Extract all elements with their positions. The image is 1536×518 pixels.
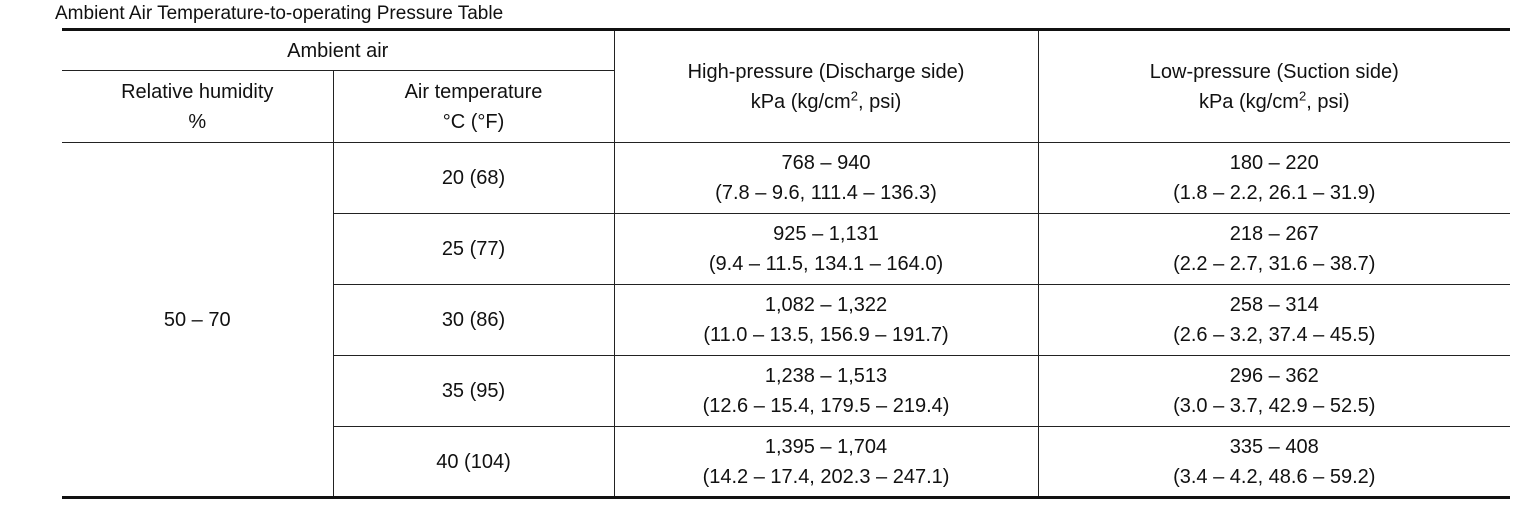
high-pressure-unit-suffix: , psi) — [857, 90, 902, 113]
high-pressure-unit-sup: 2 — [850, 87, 858, 103]
low-pressure-header: Low-pressure (Suction side) kPa (kg/cm2,… — [1037, 28, 1511, 143]
high-pressure-kpa: 768 – 940 — [781, 152, 871, 174]
high-pressure-other: (9.4 – 11.5, 134.1 – 164.0) — [708, 253, 944, 275]
high-pressure-other: (7.8 – 9.6, 111.4 – 136.3) — [715, 182, 937, 204]
relative-humidity-header: Relative humidity % — [62, 70, 334, 143]
air-temperature-header: Air temperature °C (°F) — [332, 70, 614, 143]
low-pressure-label: Low-pressure (Suction side) — [1149, 60, 1399, 83]
high-pressure-unit: kPa (kg/cm2, psi) — [615, 87, 1038, 117]
low-pressure-other: (3.4 – 4.2, 48.6 – 59.2) — [1173, 465, 1376, 488]
high-pressure-cell: 1,238 – 1,513 (12.6 – 15.4, 179.5 – 219.… — [613, 355, 1039, 427]
high-pressure-cell: 768 – 940 (7.8 – 9.6, 111.4 – 136.3) — [613, 142, 1039, 214]
high-pressure-kpa: 1,238 – 1,513 — [764, 365, 888, 387]
table-row: 30 (86) 1,082 – 1,322 (11.0 – 13.5, 156.… — [62, 284, 1510, 356]
table-row: 40 (104) 1,395 – 1,704 (14.2 – 17.4, 202… — [62, 426, 1510, 499]
table-title: Ambient Air Temperature-to-operating Pre… — [55, 3, 504, 24]
low-pressure-other: (2.6 – 3.2, 37.4 – 45.5) — [1173, 324, 1376, 346]
high-pressure-label: High-pressure (Discharge side) — [687, 60, 965, 83]
pressure-table: Ambient air High-pressure (Discharge sid… — [62, 28, 1510, 499]
header-row-sub: Relative humidity % Air temperature °C (… — [62, 70, 1510, 143]
table-row: 25 (77) 925 – 1,131 (9.4 – 11.5, 134.1 –… — [62, 213, 1510, 285]
air-temperature-unit: °C (°F) — [442, 110, 505, 133]
low-pressure-cell: 258 – 314 (2.6 – 3.2, 37.4 – 45.5) — [1037, 284, 1510, 356]
header-row-top: Ambient air High-pressure (Discharge sid… — [62, 28, 1510, 143]
air-temp-cell: 30 (86) — [333, 284, 615, 356]
low-pressure-kpa: 335 – 408 — [1229, 435, 1319, 458]
ambient-air-header: Ambient air — [62, 28, 615, 71]
high-pressure-cell: 1,082 – 1,322 (11.0 – 13.5, 156.9 – 191.… — [613, 284, 1039, 356]
low-pressure-kpa: 218 – 267 — [1229, 223, 1319, 245]
high-pressure-kpa: 1,395 – 1,704 — [764, 435, 888, 458]
high-pressure-other: (12.6 – 15.4, 179.5 – 219.4) — [702, 395, 950, 417]
high-pressure-cell: 925 – 1,131 (9.4 – 11.5, 134.1 – 164.0) — [613, 213, 1039, 285]
high-pressure-other: (11.0 – 13.5, 156.9 – 191.7) — [703, 324, 949, 346]
low-pressure-other: (1.8 – 2.2, 26.1 – 31.9) — [1173, 182, 1376, 204]
low-pressure-unit-prefix: kPa (kg/cm — [1198, 90, 1299, 113]
low-pressure-cell: 335 – 408 (3.4 – 4.2, 48.6 – 59.2) — [1037, 426, 1510, 499]
low-pressure-kpa: 296 – 362 — [1229, 365, 1319, 387]
low-pressure-other: (3.0 – 3.7, 42.9 – 52.5) — [1173, 395, 1376, 417]
air-temp-cell: 35 (95) — [333, 355, 615, 427]
high-pressure-other: (14.2 – 17.4, 202.3 – 247.1) — [702, 465, 950, 488]
low-pressure-kpa: 258 – 314 — [1229, 294, 1319, 316]
high-pressure-kpa: 925 – 1,131 — [773, 223, 879, 245]
high-pressure-kpa: 1,082 – 1,322 — [764, 294, 888, 316]
low-pressure-unit: kPa (kg/cm2, psi) — [1039, 87, 1511, 117]
air-temp-cell: 40 (104) — [333, 426, 615, 499]
high-pressure-header: High-pressure (Discharge side) kPa (kg/c… — [613, 28, 1039, 143]
low-pressure-cell: 218 – 267 (2.2 – 2.7, 31.6 – 38.7) — [1037, 213, 1510, 285]
table-row: 50 – 70 20 (68) 768 – 940 (7.8 – 9.6, 11… — [62, 142, 1510, 499]
low-pressure-unit-suffix: , psi) — [1306, 90, 1350, 113]
relative-humidity-label: Relative humidity — [121, 80, 274, 103]
low-pressure-other: (2.2 – 2.7, 31.6 – 38.7) — [1173, 253, 1376, 275]
low-pressure-cell: 180 – 220 (1.8 – 2.2, 26.1 – 31.9) — [1037, 142, 1510, 214]
relative-humidity-unit: % — [188, 110, 207, 133]
air-temperature-label: Air temperature — [404, 80, 543, 103]
high-pressure-unit-prefix: kPa (kg/cm — [750, 90, 851, 113]
low-pressure-unit-sup: 2 — [1298, 87, 1307, 103]
low-pressure-cell: 296 – 362 (3.0 – 3.7, 42.9 – 52.5) — [1037, 355, 1510, 427]
table-row: 35 (95) 1,238 – 1,513 (12.6 – 15.4, 179.… — [62, 355, 1510, 427]
high-pressure-cell: 1,395 – 1,704 (14.2 – 17.4, 202.3 – 247.… — [613, 426, 1039, 499]
air-temp-cell: 25 (77) — [333, 213, 615, 285]
low-pressure-kpa: 180 – 220 — [1229, 152, 1319, 174]
air-temp-cell: 20 (68) — [332, 142, 615, 214]
relative-humidity-value: 50 – 70 — [62, 142, 334, 499]
